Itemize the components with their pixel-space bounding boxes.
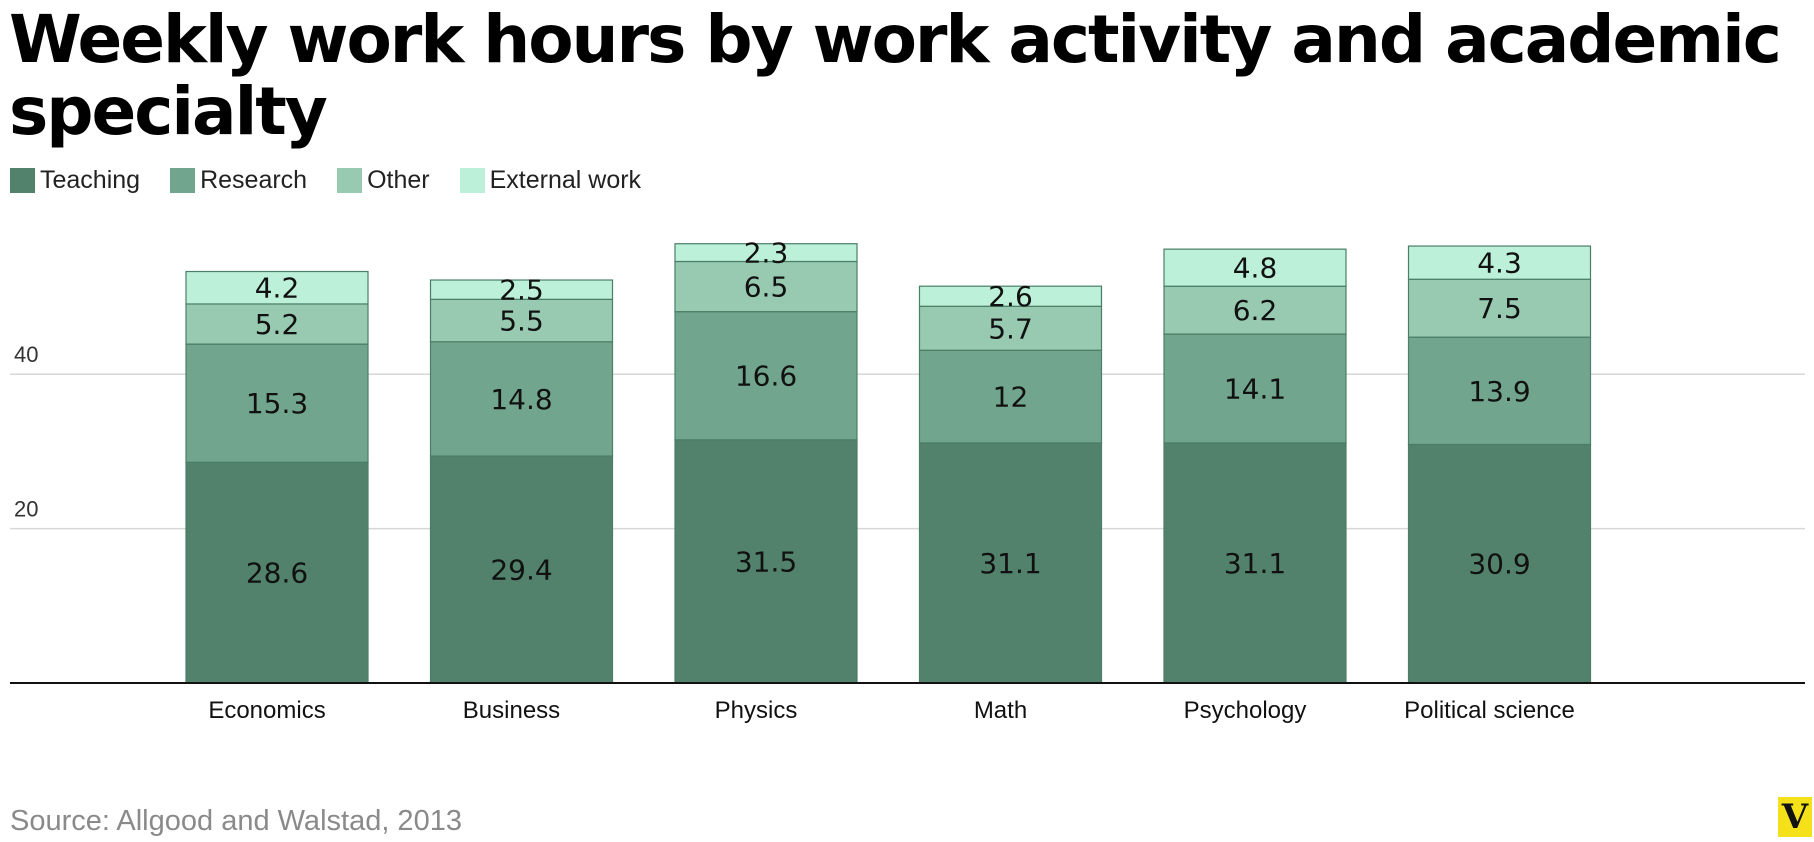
bar-physics-other	[674, 260, 858, 313]
legend-label-teaching: Teaching	[40, 166, 141, 194]
bar-business-teaching	[429, 455, 614, 684]
x-label-physics: Physics	[715, 697, 798, 724]
value-label-psychology-other: 6.2	[1233, 294, 1278, 327]
vox-logo: V	[1778, 797, 1812, 837]
x-label-math: Math	[974, 697, 1027, 724]
value-label-physics-teaching: 31.5	[735, 545, 797, 578]
legend-label-external-work: External work	[489, 166, 642, 194]
legend-label-research: Research	[200, 166, 308, 194]
legend-swatch-teaching	[10, 168, 35, 193]
x-label-psychology: Psychology	[1184, 697, 1307, 724]
value-label-economics-research: 15.3	[246, 387, 308, 420]
y-tick-label-20: 20	[14, 497, 38, 522]
bar-economics-other	[185, 303, 369, 345]
value-label-business-teaching: 29.4	[490, 554, 552, 587]
bar-political-science-research	[1407, 336, 1592, 446]
legend-item-other: Other	[337, 166, 430, 195]
bar-psychology-teaching	[1163, 442, 1347, 684]
value-label-psychology-research: 14.1	[1224, 372, 1286, 405]
value-label-math-external-work: 2.6	[988, 280, 1033, 313]
legend-swatch-external-work	[459, 168, 485, 193]
value-label-psychology-external-work: 4.8	[1233, 252, 1278, 285]
value-label-political-science-other: 7.5	[1477, 292, 1522, 325]
value-label-political-science-research: 13.9	[1468, 375, 1530, 408]
value-label-economics-teaching: 28.6	[246, 557, 308, 590]
bar-math-external-work	[918, 285, 1103, 307]
value-label-economics-external-work: 4.2	[255, 272, 300, 305]
legend-swatch-other	[337, 168, 363, 193]
bar-political-science-external-work	[1407, 245, 1592, 280]
bar-psychology-research	[1163, 333, 1347, 444]
x-label-political-science: Political science	[1404, 697, 1575, 724]
bar-business-external-work	[429, 279, 614, 300]
legend-label-other: Other	[367, 166, 430, 194]
value-label-math-other: 5.7	[988, 312, 1033, 345]
value-label-psychology-teaching: 31.1	[1224, 547, 1286, 580]
bar-business-research	[429, 341, 614, 457]
value-label-political-science-teaching: 30.9	[1468, 548, 1530, 581]
value-label-economics-other: 5.2	[255, 308, 300, 341]
bar-business-other	[429, 298, 614, 343]
bar-political-science-other	[1407, 278, 1592, 338]
bar-economics-research	[185, 343, 369, 463]
source-note: Source: Allgood and Walstad, 2013	[10, 805, 462, 837]
bar-political-science-teaching	[1407, 443, 1592, 684]
value-label-physics-research: 16.6	[735, 360, 797, 393]
bar-math-other	[918, 305, 1103, 351]
bar-physics-research	[674, 311, 858, 441]
x-label-business: Business	[463, 697, 560, 724]
value-label-physics-external-work: 2.3	[744, 237, 789, 270]
value-label-math-research: 12	[993, 381, 1029, 414]
bar-math-teaching	[918, 442, 1103, 684]
value-label-business-external-work: 2.5	[499, 274, 544, 307]
legend-item-external-work: External work	[459, 166, 642, 195]
value-label-political-science-external-work: 4.3	[1477, 247, 1522, 280]
bar-economics-teaching	[185, 461, 369, 684]
y-tick-label-40: 40	[14, 342, 38, 367]
bar-psychology-other	[1163, 285, 1347, 335]
value-label-business-other: 5.5	[499, 305, 544, 338]
legend-swatch-research	[170, 168, 196, 193]
bar-math-research	[918, 349, 1103, 444]
legend-item-teaching: Teaching	[10, 166, 140, 195]
value-label-business-research: 14.8	[490, 383, 552, 416]
bar-physics-external-work	[674, 243, 858, 263]
bar-physics-teaching	[674, 439, 858, 684]
chart-title: Weekly work hours by work activity and a…	[9, 1, 1782, 150]
legend: Teaching Research Other External work	[10, 166, 641, 195]
value-label-math-teaching: 31.1	[979, 547, 1041, 580]
value-label-physics-other: 6.5	[744, 271, 789, 304]
x-label-economics: Economics	[208, 697, 325, 724]
legend-item-research: Research	[170, 166, 307, 195]
bar-economics-external-work	[185, 270, 369, 305]
bar-psychology-external-work	[1163, 248, 1347, 287]
